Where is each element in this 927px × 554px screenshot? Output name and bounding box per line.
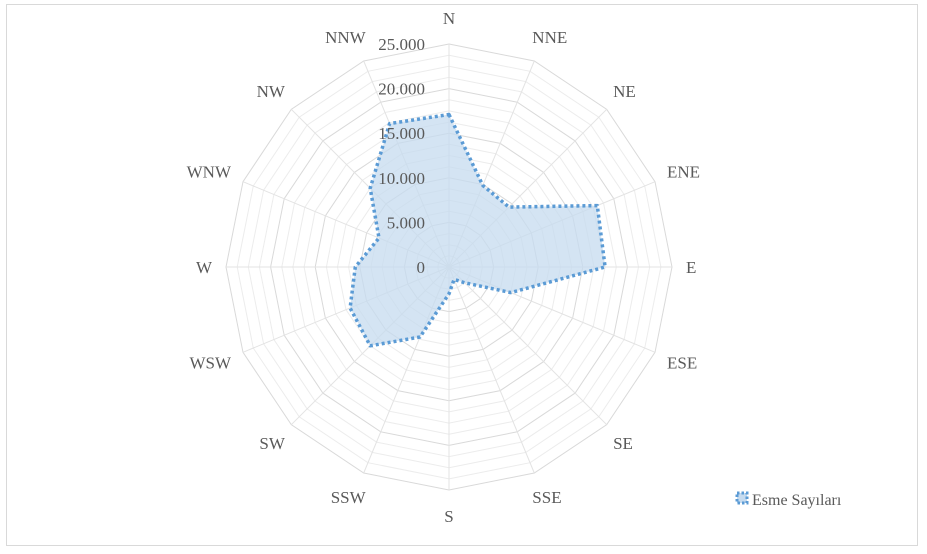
tick-label: 20.000 — [378, 80, 425, 99]
category-label: SSE — [532, 488, 561, 507]
grid-spoke — [448, 266, 535, 474]
category-label: WSW — [189, 353, 232, 372]
tick-label: 5.000 — [387, 213, 425, 232]
grid-spoke — [448, 266, 608, 426]
tick-label: 15.000 — [378, 124, 425, 143]
series-area — [348, 112, 607, 348]
radial-tick-labels: 0 5.000 10.000 15.000 20.000 25.000 — [378, 35, 425, 277]
category-label: NNW — [325, 28, 367, 47]
category-label: NE — [613, 82, 636, 101]
category-label: SW — [259, 434, 285, 453]
category-label: ENE — [667, 163, 700, 182]
category-label: ESE — [667, 353, 697, 372]
legend-swatch — [735, 491, 749, 505]
tick-label: 25.000 — [378, 35, 425, 54]
legend-label: Esme Sayıları — [752, 492, 842, 509]
legend: Esme Sayıları — [735, 491, 842, 509]
category-label: S — [444, 507, 453, 526]
category-labels: N NNE NE ENE E ESE SE SSE S SSW SW WSW W WNW NW NNW — [187, 9, 700, 526]
tick-label: 0 — [417, 258, 426, 277]
category-label: W — [196, 258, 213, 277]
category-label: WNW — [187, 163, 232, 182]
category-label: NW — [257, 82, 286, 101]
radar-series — [348, 112, 607, 348]
category-label: NNE — [532, 28, 567, 47]
category-label: E — [686, 258, 696, 277]
category-label: N — [443, 9, 455, 28]
category-label: SE — [613, 434, 633, 453]
tick-label: 10.000 — [378, 169, 425, 188]
category-label: SSW — [331, 488, 367, 507]
legend-marker — [735, 491, 749, 505]
